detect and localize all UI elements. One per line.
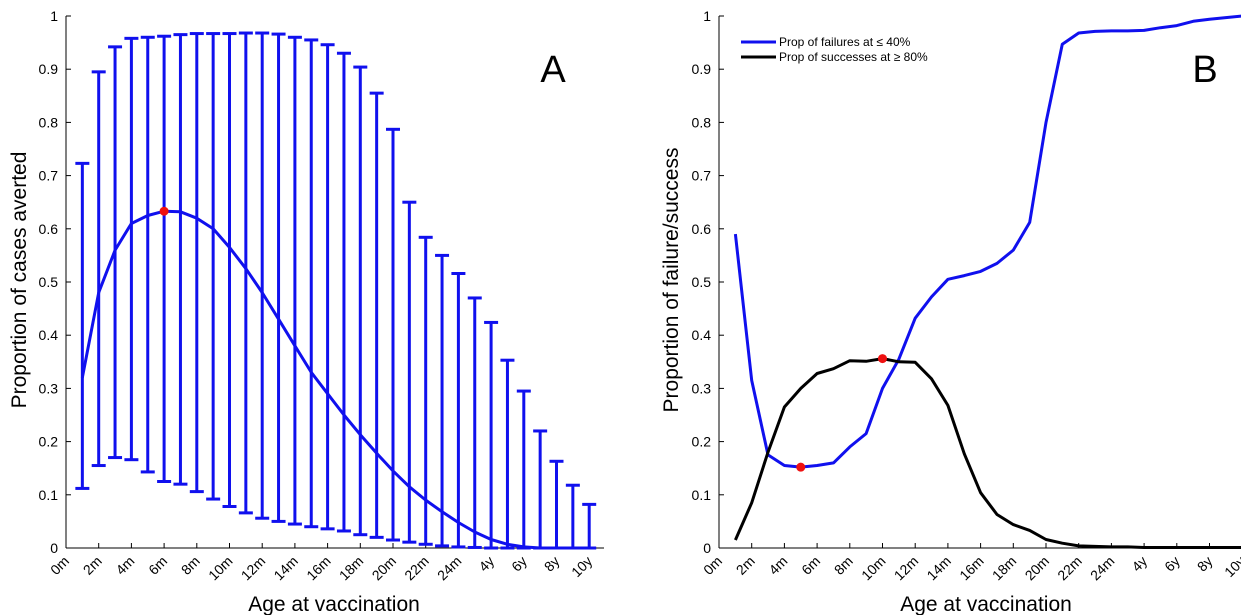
x-tick-label: 2m [80, 553, 105, 578]
panel-a-y-ticks: 0 0.1 0.2 0.3 0.4 0.5 0.6 0.7 0.8 0.9 1 [39, 8, 71, 556]
y-tick-label: 0.7 [692, 168, 712, 184]
failures-line [733, 14, 1241, 469]
x-tick-label: 18m [989, 553, 1020, 584]
x-tick-label: 20m [369, 553, 400, 584]
x-tick-label: 0m [47, 553, 72, 578]
panel-b-x-axis-title: Age at vaccination [900, 593, 1072, 615]
panel-a-error-bars [75, 31, 597, 550]
x-tick-label: 14m [270, 553, 301, 584]
x-tick-label: 8y [541, 553, 563, 575]
panel-b: 0 0.1 0.2 0.3 0.4 0.5 0.6 0.7 0.8 0.9 1 0m 2m 4m 6m 8m… [660, 8, 1241, 615]
x-tick-label: 8m [831, 553, 856, 578]
x-tick-label: 22m [401, 553, 432, 584]
panel-b-lines [733, 14, 1241, 549]
panel-a: 0 0.1 0.2 0.3 0.4 0.5 0.6 0.7 0.8 0.9 1 0m 2m 4m 6m 8m… [8, 8, 604, 615]
y-tick-label: 0.1 [39, 487, 59, 503]
successes-optimum-point [878, 354, 887, 364]
y-tick-label: 0.6 [39, 221, 59, 237]
y-tick-label: 0.3 [692, 380, 712, 396]
x-tick-label: 6m [798, 553, 823, 578]
x-tick-label: 12m [891, 553, 922, 584]
x-tick-label: 24m [1087, 553, 1118, 584]
panel-a-letter: A [540, 49, 566, 91]
y-tick-label: 1 [50, 8, 58, 24]
panel-a-lines [80, 209, 590, 550]
x-tick-label: 4y [1128, 553, 1150, 575]
legend-label-failures: Prop of failures at ≤ 40% [779, 35, 911, 49]
x-tick-label: 10m [205, 553, 236, 584]
y-tick-label: 0.8 [692, 114, 712, 130]
panel-b-y-ticks: 0 0.1 0.2 0.3 0.4 0.5 0.6 0.7 0.8 0.9 1 [692, 8, 724, 556]
x-tick-label: 22m [1054, 553, 1085, 584]
y-tick-label: 0 [703, 540, 711, 556]
y-tick-label: 0.3 [39, 380, 59, 396]
panel-a-points [159, 206, 169, 216]
y-tick-label: 0.4 [692, 327, 712, 343]
y-tick-label: 0.2 [692, 434, 712, 450]
panel-b-legend: Prop of failures at ≤ 40% Prop of succes… [741, 35, 928, 64]
x-tick-label: 0m [700, 553, 725, 578]
y-tick-label: 0 [50, 540, 58, 556]
panel-b-y-axis-title: Proportion of failure/success [660, 148, 683, 413]
panel-b-letter: B [1192, 49, 1217, 91]
y-tick-label: 1 [703, 8, 711, 24]
successes-line [734, 357, 1241, 549]
x-tick-label: 6y [1161, 553, 1183, 575]
y-tick-label: 0.6 [692, 221, 712, 237]
panel-a-x-axis-title: Age at vaccination [248, 593, 420, 615]
x-tick-label: 4y [475, 553, 497, 575]
x-tick-label: 16m [303, 553, 334, 584]
x-tick-label: 20m [1022, 553, 1053, 584]
x-tick-label: 16m [956, 553, 987, 584]
x-tick-label: 12m [238, 553, 269, 584]
y-tick-label: 0.9 [39, 61, 59, 77]
y-tick-label: 0.9 [692, 61, 712, 77]
x-tick-label: 4m [765, 553, 790, 578]
y-tick-label: 0.1 [692, 487, 712, 503]
x-tick-label: 6m [145, 553, 170, 578]
x-tick-label: 8y [1194, 553, 1216, 575]
panel-a-y-axis-title: Proportion of cases averted [8, 152, 31, 409]
y-tick-label: 0.4 [39, 327, 59, 343]
y-tick-label: 0.5 [39, 274, 59, 290]
failures-optimum-point [796, 462, 806, 472]
x-tick-label: 10m [858, 553, 889, 584]
panel-b-points [796, 354, 887, 472]
x-tick-label: 10y [568, 553, 595, 580]
mean-line [80, 209, 590, 550]
x-tick-label: 8m [178, 553, 203, 578]
x-tick-label: 24m [434, 553, 465, 584]
y-tick-label: 0.2 [39, 434, 59, 450]
panel-b-x-ticks: 0m 2m 4m 6m 8m 10m 12m 14m 16m 18m 20m 22m 24m 4y 6y 8y… [700, 543, 1241, 583]
optimum-point [159, 206, 169, 216]
legend-label-successes: Prop of successes at ≥ 80% [779, 50, 928, 64]
x-tick-label: 10y [1221, 553, 1241, 580]
y-tick-label: 0.7 [39, 168, 59, 184]
y-tick-label: 0.8 [39, 114, 59, 130]
x-tick-label: 2m [733, 553, 758, 578]
y-tick-label: 0.5 [692, 274, 712, 290]
x-tick-label: 4m [112, 553, 137, 578]
x-tick-label: 14m [923, 553, 954, 584]
x-tick-label: 6y [508, 553, 530, 575]
x-tick-label: 18m [336, 553, 367, 584]
